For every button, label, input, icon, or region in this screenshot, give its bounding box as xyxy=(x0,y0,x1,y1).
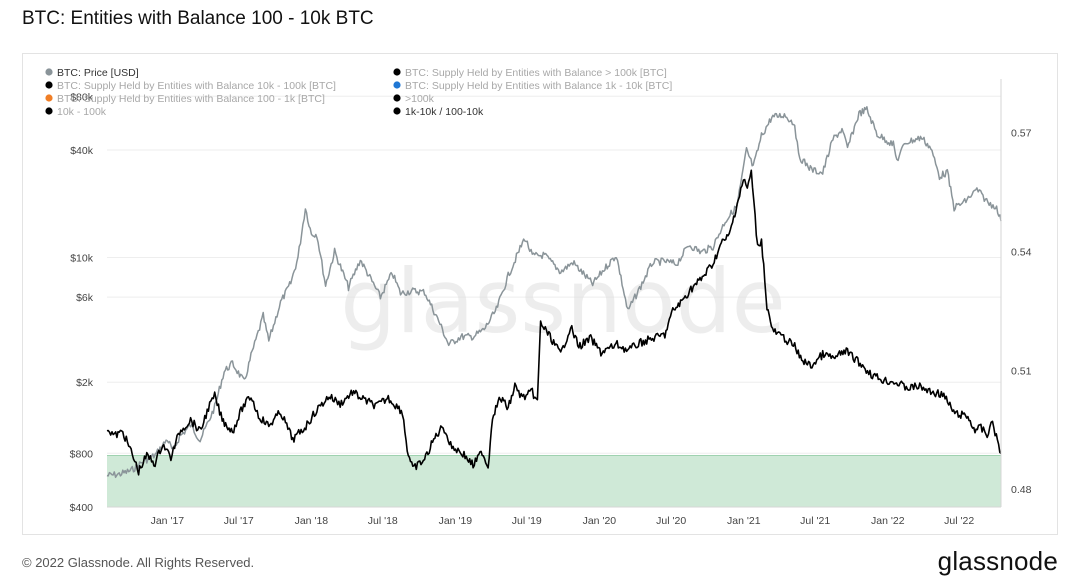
y-left-tick-label: $800 xyxy=(70,448,94,460)
x-tick-label: Jan '19 xyxy=(439,515,473,527)
chart-panel: glassnode $400 $800 $2k $6k $10k $40k $80k 0.48… xyxy=(22,53,1058,535)
legend-item-label[interactable]: 10k - 100k xyxy=(57,106,107,118)
ratio-series-line xyxy=(106,169,1002,476)
shaded-band-rect xyxy=(107,455,1001,507)
legend-swatch[interactable] xyxy=(393,107,401,115)
legend: BTC: Price [USD] BTC: Supply Held by Enti… xyxy=(45,67,672,118)
y-right-tick-label: 0.57 xyxy=(1011,128,1032,140)
y-right-tick-label: 0.48 xyxy=(1011,484,1032,496)
legend-item-label[interactable]: BTC: Supply Held by Entities with Balanc… xyxy=(57,80,336,92)
legend-swatch[interactable] xyxy=(393,94,401,102)
glassnode-logo: glassnode xyxy=(937,546,1058,576)
x-tick-label: Jul '17 xyxy=(224,515,254,527)
x-tick-label: Jul '21 xyxy=(800,515,830,527)
grid xyxy=(107,95,1001,508)
copyright: © 2022 Glassnode. All Rights Reserved. xyxy=(22,555,255,570)
x-tick-label: Jan '22 xyxy=(871,515,905,527)
x-tick-label: Jan '18 xyxy=(295,515,329,527)
legend-item-label[interactable]: >100k xyxy=(405,93,435,105)
legend-swatch[interactable] xyxy=(45,94,53,102)
legend-item-label[interactable]: BTC: Supply Held by Entities with Balanc… xyxy=(405,67,667,79)
axes: $400 $800 $2k $6k $10k $40k $80k 0.48 0.51 0.54 0.… xyxy=(70,79,1032,527)
series-layer xyxy=(106,106,1002,479)
x-tick-label: Jul '20 xyxy=(656,515,686,527)
shaded-band xyxy=(107,454,1001,507)
legend-swatch[interactable] xyxy=(45,81,53,89)
y-left-tick-label: $6k xyxy=(76,292,94,304)
price-series-line xyxy=(106,106,1002,479)
y-left-tick-label: $40k xyxy=(70,145,94,157)
y-right-tick-label: 0.51 xyxy=(1011,365,1032,377)
x-tick-label: Jul '19 xyxy=(512,515,542,527)
legend-swatch[interactable] xyxy=(45,107,53,115)
x-tick-label: Jan '20 xyxy=(583,515,617,527)
chart: glassnode $400 $800 $2k $6k $10k $40k $80k 0.48… xyxy=(45,67,1032,527)
legend-item-label[interactable]: BTC: Supply Held by Entities with Balanc… xyxy=(57,93,325,105)
x-tick-label: Jul '22 xyxy=(944,515,974,527)
page-title: BTC: Entities with Balance 100 - 10k BTC xyxy=(22,8,374,29)
y-left-tick-label: $400 xyxy=(70,502,94,514)
legend-item-label[interactable]: BTC: Price [USD] xyxy=(57,67,139,79)
y-left-tick-label: $80k xyxy=(70,91,94,103)
x-tick-label: Jan '21 xyxy=(727,515,761,527)
x-tick-label: Jan '17 xyxy=(151,515,185,527)
y-left-tick-label: $10k xyxy=(70,252,94,264)
x-tick-label: Jul '18 xyxy=(368,515,398,527)
legend-item-label[interactable]: BTC: Supply Held by Entities with Balanc… xyxy=(405,80,672,92)
legend-swatch[interactable] xyxy=(45,68,53,76)
y-right-tick-label: 0.54 xyxy=(1011,246,1032,258)
watermark: glassnode xyxy=(340,250,786,353)
legend-item-label[interactable]: 1k-10k / 100-10k xyxy=(405,106,484,118)
legend-swatch[interactable] xyxy=(393,81,401,89)
legend-swatch[interactable] xyxy=(393,68,401,76)
y-left-tick-label: $2k xyxy=(76,377,94,389)
